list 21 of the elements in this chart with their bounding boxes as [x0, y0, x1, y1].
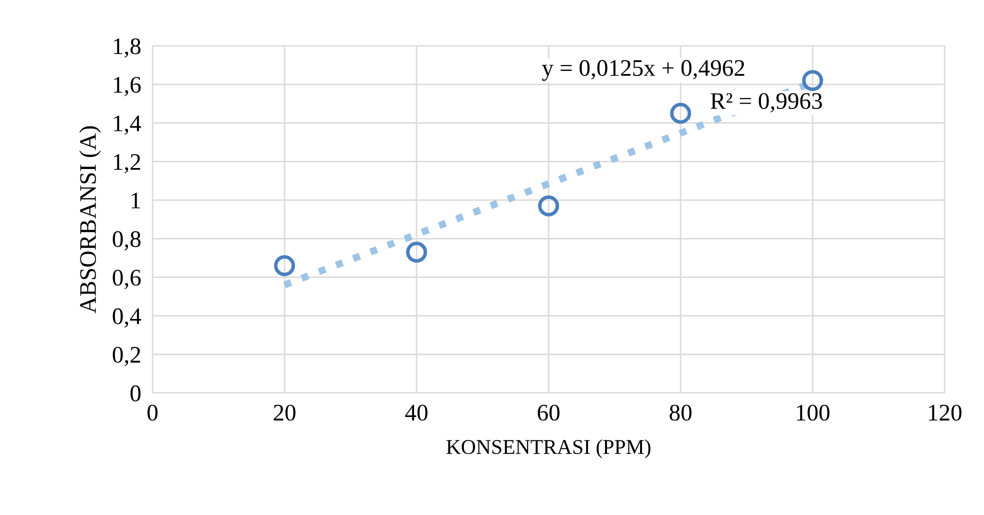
y-tick-label: 0,8 — [112, 231, 141, 250]
y-axis-title: ABSORBANSI (A) — [79, 126, 101, 314]
y-tick-label: 1 — [132, 192, 140, 208]
y-tick-label: 0,2 — [112, 346, 140, 366]
x-tick-label: 80 — [670, 404, 692, 421]
x-tick-label: 40 — [405, 404, 428, 421]
x-tick-label: 60 — [538, 404, 560, 421]
x-axis-title: KONSENTRASI (PPM) — [446, 439, 650, 458]
y-tick-label: 1,4 — [114, 116, 142, 135]
y-tick-label: 0,6 — [112, 270, 141, 290]
x-tick-label: 100 — [796, 404, 830, 421]
y-tick-label: 1,6 — [114, 76, 141, 96]
x-tick-label: 120 — [929, 404, 962, 421]
x-tick-label: 0 — [148, 404, 158, 421]
y-tick-label: 0,4 — [112, 308, 142, 328]
y-tick-label: 0 — [130, 385, 141, 402]
annotation: y = 0,0125x + 0,4962 — [542, 60, 744, 81]
annotation: R² = 0,9963 — [710, 93, 822, 112]
y-tick-label: 1,2 — [114, 154, 140, 174]
x-tick-label: 20 — [274, 404, 296, 421]
y-tick-label: 1,8 — [114, 38, 141, 58]
